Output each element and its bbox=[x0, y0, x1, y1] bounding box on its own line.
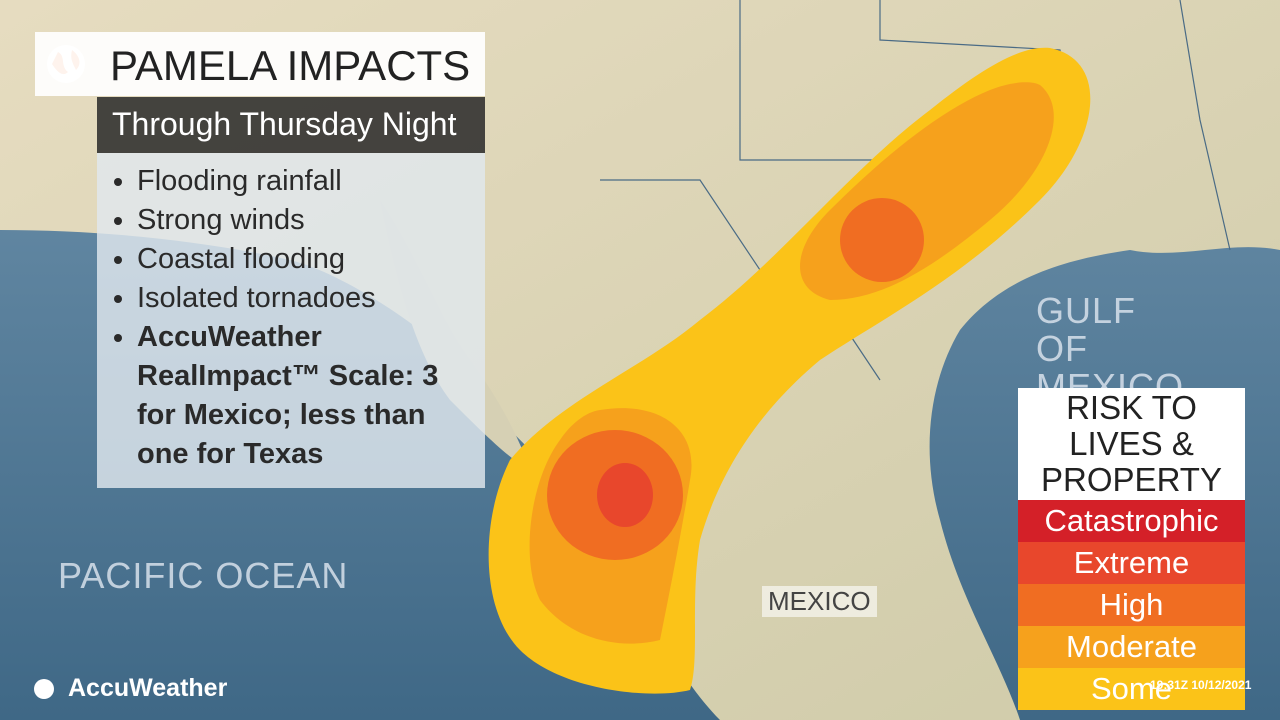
title-panel bbox=[35, 32, 485, 96]
brand-icon bbox=[34, 679, 54, 699]
bullet: Coastal flooding bbox=[137, 240, 480, 279]
map-label: PACIFIC OCEAN bbox=[58, 555, 349, 596]
legend-level: High bbox=[1018, 584, 1245, 626]
title: PAMELA IMPACTS bbox=[110, 42, 471, 89]
risk-swath-high bbox=[840, 198, 924, 282]
legend-title: RISK TO LIVES & PROPERTY bbox=[1018, 388, 1245, 500]
bullet-list: Flooding rainfallStrong windsCoastal flo… bbox=[110, 162, 480, 474]
legend-level: Some bbox=[1018, 668, 1245, 710]
bullet-panel bbox=[97, 153, 485, 488]
timestamp: 19:31Z 10/12/2021 bbox=[1150, 678, 1252, 692]
subtitle-panel bbox=[97, 97, 485, 153]
subtitle: Through Thursday Night bbox=[112, 106, 457, 142]
bullet: AccuWeather RealImpact™ Scale: 3 for Mex… bbox=[137, 318, 480, 474]
map-label: MEXICO bbox=[762, 586, 877, 617]
legend: RISK TO LIVES & PROPERTY Catastrophic Ext… bbox=[1018, 388, 1245, 710]
legend-level: Catastrophic bbox=[1018, 500, 1245, 542]
bullet: Isolated tornadoes bbox=[137, 279, 480, 318]
bullet: Strong winds bbox=[137, 201, 480, 240]
legend-level: Extreme bbox=[1018, 542, 1245, 584]
brand: AccuWeather bbox=[68, 674, 228, 702]
legend-level: Moderate bbox=[1018, 626, 1245, 668]
bullet: Flooding rainfall bbox=[137, 162, 480, 201]
risk-swath-extreme bbox=[597, 463, 653, 527]
